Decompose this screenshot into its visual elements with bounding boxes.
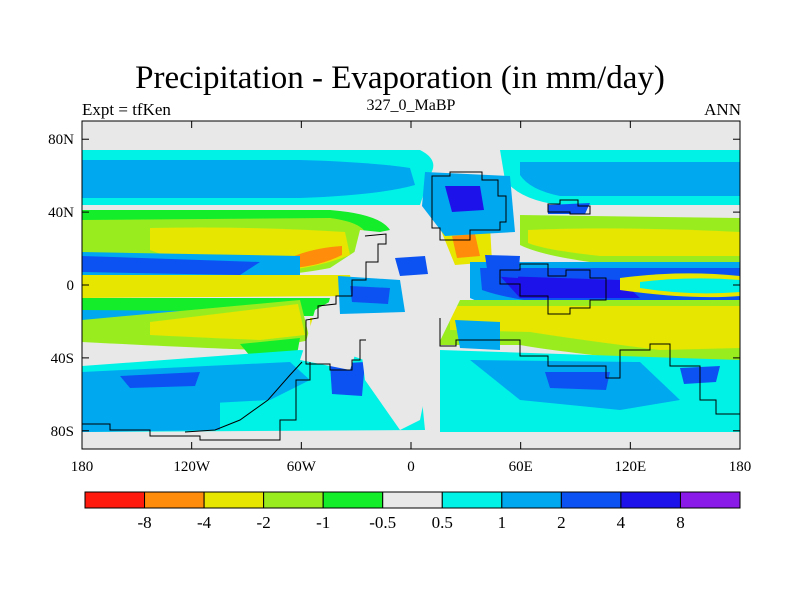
- field-lightblue-northeast: [520, 162, 740, 196]
- colorbar-swatch: [560, 491, 622, 509]
- colorbar-label: -1: [316, 513, 330, 532]
- field-blue-eq-pac: [82, 256, 260, 275]
- x-tick-label: 180: [729, 459, 752, 475]
- field-yellow-south-indian: [450, 306, 740, 350]
- field-blue-south-indian: [545, 372, 610, 390]
- colorbar-swatch: [441, 491, 503, 509]
- colorbar-label: -8: [137, 513, 151, 532]
- x-tick-label: 180: [71, 459, 94, 475]
- coastline-north-east: [547, 199, 591, 215]
- coastlines: [82, 171, 740, 441]
- y-tick-label: 80N: [48, 132, 74, 148]
- colorbar-label: -2: [257, 513, 271, 532]
- field-blue-east-africa: [485, 255, 520, 278]
- coastline-north-pangea: [431, 171, 507, 241]
- field-darkblue-eq-indian: [500, 276, 640, 298]
- x-tick-label: 0: [407, 459, 415, 475]
- experiment-label: Expt = tfKen: [82, 100, 171, 119]
- field-layer: [82, 150, 740, 449]
- field-darkblue-north-pangea: [445, 186, 484, 212]
- colorbar-label: 1: [498, 513, 507, 532]
- colorbar-swatch: [382, 491, 443, 509]
- colorbar-swatch: [263, 491, 324, 509]
- coastline-americas: [305, 233, 387, 371]
- field-blue-congo-inner: [350, 286, 390, 304]
- chart-title: Precipitation - Evaporation (in mm/day): [135, 60, 665, 96]
- field-blue-south-west: [120, 372, 200, 388]
- colorbar-swatch: [620, 491, 681, 509]
- x-tick-label: 60W: [287, 459, 317, 475]
- colorbar-swatch: [501, 491, 562, 509]
- coastline-gondwana: [439, 318, 740, 415]
- colorbar-swatch: [84, 491, 146, 509]
- x-tick-label: 120W: [173, 459, 211, 475]
- season-label: ANN: [704, 100, 741, 119]
- field-orange-arabia: [452, 234, 480, 258]
- x-tick-label: 120E: [614, 459, 646, 475]
- field-yellow-north-asia: [528, 228, 740, 256]
- y-tick-label: 80S: [51, 424, 74, 440]
- colorbar-label: 8: [676, 513, 685, 532]
- y-tick-label: 0: [67, 278, 75, 294]
- colorbar-label: 0.5: [432, 513, 453, 532]
- colorbar-swatch: [203, 491, 265, 509]
- coastline-asia: [499, 263, 607, 315]
- y-tick-label: 40S: [51, 351, 74, 367]
- field-lightblue-north: [82, 160, 415, 198]
- colorbar-label: -0.5: [369, 513, 396, 532]
- field-grey-antarctic: [82, 432, 740, 449]
- colorbar-swatch: [144, 491, 205, 509]
- y-tick-label: 40N: [48, 205, 74, 221]
- coastline-south-tail: [82, 362, 311, 441]
- plot-area: [81, 120, 741, 450]
- coastline-south-tail-inner: [184, 361, 303, 433]
- chart-subtitle: 327_0_MaBP: [366, 97, 456, 114]
- colorbar-label: 2: [557, 513, 566, 532]
- field-yellow-south-pac: [150, 304, 305, 340]
- colorbar-label: -4: [197, 513, 212, 532]
- field-yellow-eq-pac: [82, 275, 355, 298]
- colorbar-swatch: [322, 491, 384, 509]
- colorbar-swatch: [679, 491, 741, 509]
- field-cyan-eq-west: [640, 278, 740, 294]
- x-tick-label: 60E: [509, 459, 533, 475]
- axis-ticks: 180 120W 60W 0 60E 120E 180 80N 40N 0 40S 80S: [48, 121, 751, 475]
- colorbar: -8 -4 -2 -1 -0.5 0.5 1 2 4 8: [84, 491, 741, 532]
- field-lightblue-south-far: [82, 395, 220, 432]
- field-blue-congo: [395, 256, 428, 276]
- field-lightblue-east-south: [455, 320, 500, 350]
- colorbar-label: 4: [617, 513, 626, 532]
